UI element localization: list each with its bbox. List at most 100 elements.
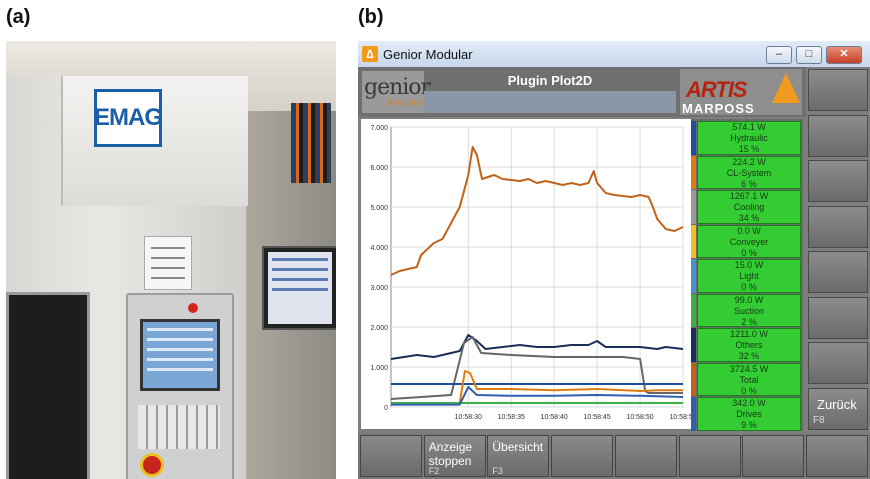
bottom-button-label: Anzeige stoppen: [428, 440, 473, 468]
header-status-field: [424, 91, 676, 113]
machine-door: [6, 292, 90, 479]
app-content: genior BY MELEON Plugin Plot2D ARTIS MAR…: [358, 67, 870, 479]
bottom-button-8[interactable]: [805, 435, 868, 477]
legend-pct: 9 %: [741, 420, 757, 430]
x-tick-label: 10:58:50: [626, 414, 653, 421]
bottom-button-4[interactable]: [551, 435, 614, 477]
y-tick-label: 7.000: [370, 125, 388, 132]
legend-value: 342.0 W: [732, 398, 766, 408]
y-tick-label: 4.000: [370, 245, 388, 252]
genior-logo-sub: BY MELEON: [388, 101, 423, 107]
bottom-button-key: F3: [492, 466, 503, 476]
legend-name: Hydraulic: [730, 133, 768, 143]
x-tick-label: 10:58:45: [583, 414, 610, 421]
marposs-logo-text: MARPOSS: [682, 101, 755, 116]
bottom-button-7[interactable]: [742, 435, 805, 477]
side-button-7[interactable]: [808, 342, 868, 384]
control-keypad: [138, 405, 220, 449]
legend-value: 3724.5 W: [729, 363, 769, 374]
legend-name: Drives: [736, 409, 762, 419]
y-tick-label: 6.000: [370, 165, 388, 172]
machine-body: [6, 76, 248, 479]
legend-name: Cooling: [733, 202, 765, 212]
genior-logo: genior BY MELEON: [362, 71, 431, 113]
plugin-title: Plugin Plot2D: [507, 73, 593, 88]
side-button-3[interactable]: [808, 160, 868, 202]
anzeige-stoppenbutton[interactable]: Anzeige stoppen F2: [423, 435, 486, 477]
side-button-key: F8: [813, 414, 825, 426]
minimize-button[interactable]: –: [766, 46, 792, 64]
bottom-button-label: Übersicht: [492, 440, 544, 454]
legend-name: CL-System: [726, 167, 772, 178]
maximize-button[interactable]: □: [796, 46, 822, 64]
side-button-5[interactable]: [808, 251, 868, 293]
bottom-button-6[interactable]: [678, 435, 741, 477]
x-tick-label: 10:58:35: [498, 414, 525, 421]
legend-value: 574.1 W: [732, 122, 766, 132]
-bersichtbutton[interactable]: Übersicht F3: [487, 435, 550, 477]
legend-value: 224.2 W: [732, 156, 766, 167]
legend-pct: 0 %: [741, 385, 757, 396]
window-title: Genior Modular: [383, 47, 473, 62]
legend-item-others: 1211.0 W Others 32 %: [697, 328, 801, 362]
series-line-cl-system: [391, 370, 683, 404]
plot-area: 0 1.000 2.000 3.000 4.000 5.000 6.000 7.000 10:5…: [361, 119, 697, 429]
app-header: genior BY MELEON Plugin Plot2D ARTIS MAR…: [358, 67, 806, 117]
bottom-button-1[interactable]: [360, 435, 422, 477]
app-icon: ∆: [362, 46, 378, 62]
power-legend: 574.1 W Hydraulic 15 % 224.2 W CL-System 6 % 1…: [691, 119, 803, 431]
bottom-button-key: F2: [428, 466, 440, 476]
legend-pct: 6 %: [741, 178, 757, 189]
legend-value: 1211.0 W: [730, 329, 768, 339]
legend-item-light: 15.0 W Light 0 %: [697, 259, 801, 293]
legend-color-suction: [691, 293, 696, 327]
legend-item-cl-system: 224.2 W CL-System 6 %: [697, 155, 801, 189]
legend-item-cooling: 1267.1 W Cooling 34 %: [697, 190, 801, 224]
power-chart: 0 1.000 2.000 3.000 4.000 5.000 6.000 7.000 10:5…: [370, 125, 696, 421]
y-tick-label: 2.000: [370, 325, 388, 332]
legend-pct: 32 %: [738, 351, 760, 361]
side-button-6[interactable]: [808, 296, 868, 339]
y-tick-label: 5.000: [370, 205, 388, 212]
app-window: ∆ Genior Modular – □ ✕ genior BY MELEON …: [358, 41, 870, 479]
plot-frame: [390, 126, 684, 408]
y-tick-label: 1.000: [370, 365, 388, 372]
side-button-1[interactable]: [808, 69, 868, 111]
genior-logo-text: genior: [364, 75, 431, 100]
legend-item-drives: 342.0 W Drives 9 %: [697, 397, 801, 431]
side-button-4[interactable]: [808, 205, 868, 248]
legend-color-others: [691, 328, 696, 362]
indicator-light: [188, 303, 198, 313]
x-tick-label: 10:58:55: [669, 414, 691, 421]
legend-value: 0.0 W: [737, 225, 761, 236]
legend-value: 1267.1 W: [729, 191, 769, 201]
x-tick-label: 10:58:40: [541, 414, 568, 421]
y-tick-label: 3.000: [370, 285, 388, 292]
x-tick-label: 10:58:30: [455, 414, 482, 421]
side-monitor-screen: [268, 252, 332, 324]
legend-item-suction: 99.0 W Suction 2 %: [697, 293, 801, 327]
side-monitor: [262, 246, 336, 330]
legend-pct: 15 %: [738, 144, 760, 154]
panel-label-b: (b): [358, 6, 384, 28]
close-button[interactable]: ✕: [826, 46, 862, 64]
title-bar: ∆ Genior Modular – □ ✕: [358, 41, 870, 68]
legend-pct: 0 %: [741, 282, 757, 292]
bottom-button-5[interactable]: [614, 435, 677, 477]
cable-rack: [291, 103, 331, 183]
legend-color-light: [691, 259, 696, 293]
series-line-drives: [391, 386, 684, 406]
artis-logo-text: ARTIS: [686, 77, 748, 102]
legend-color-drives: [691, 397, 696, 431]
legend-color-total: [691, 362, 696, 396]
emag-logo: EMAG: [94, 89, 163, 147]
side-button-2[interactable]: [808, 114, 868, 157]
back-button[interactable]: Zurück F8: [808, 387, 868, 430]
legend-color-cooling: [691, 190, 696, 224]
legend-name: Total: [739, 374, 759, 385]
legend-pct: 0 %: [741, 247, 757, 258]
legend-pct: 34 %: [738, 213, 760, 223]
legend-value: 99.0 W: [734, 294, 764, 305]
function-key-bar: Anzeige stoppen F2 Übersicht F3: [358, 433, 870, 479]
legend-color-cl-system: [691, 155, 696, 189]
